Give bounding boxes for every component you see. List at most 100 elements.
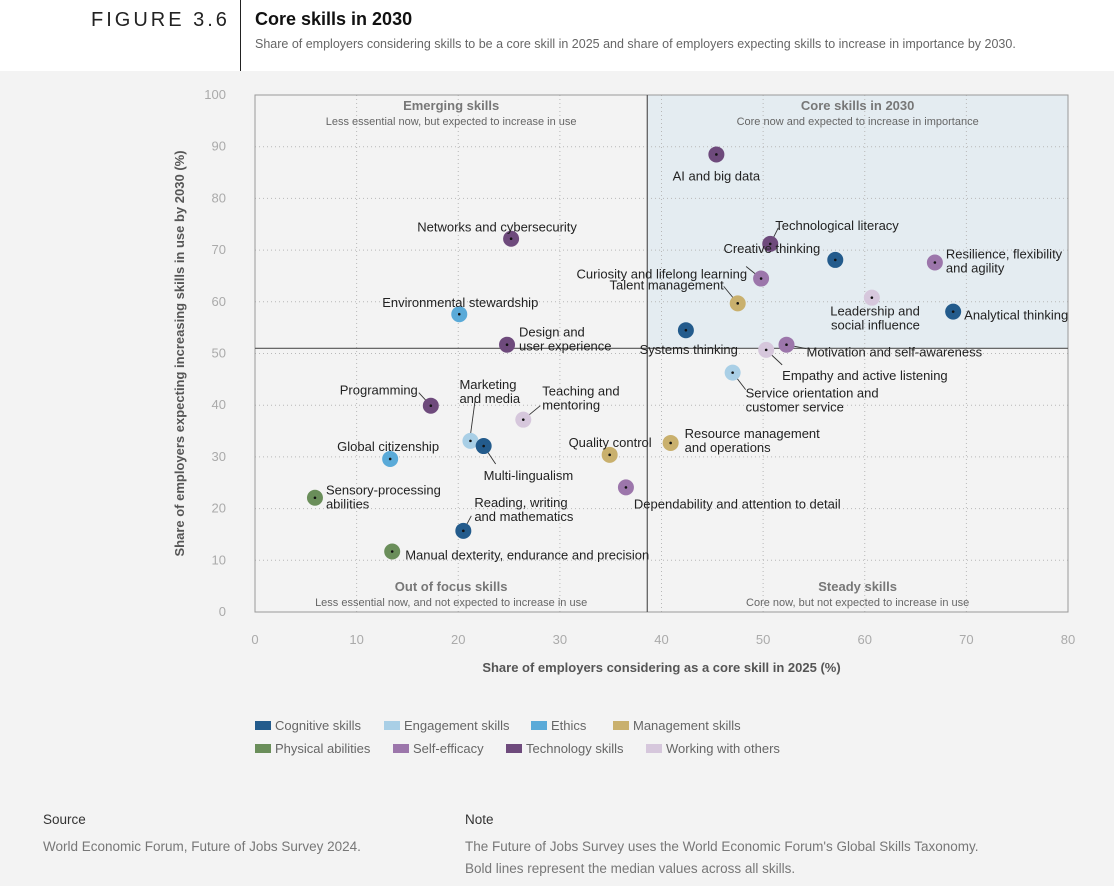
scatter-chart: 0 10 20 30 40 50 60 70 80 90 100 0 10 20 30 40 50 60 70 80 S… (172, 87, 1075, 675)
legend-item: Working with others (646, 741, 780, 757)
legend-swatch (646, 744, 662, 754)
data-label: Service orientation and customer service (746, 386, 879, 415)
y-tick-label: 30 (212, 449, 226, 464)
y-tick-label: 40 (212, 397, 226, 412)
figure-number: FIGURE 3.6 (91, 9, 230, 31)
legend-label: Physical abilities (275, 741, 371, 756)
data-label: Teaching and mentoring (542, 384, 619, 413)
y-tick-label: 20 (212, 501, 226, 516)
legend-swatch (255, 744, 271, 754)
chart-subtitle: Share of employers considering skills to… (255, 37, 1016, 51)
x-tick-label: 80 (1061, 632, 1075, 647)
y-tick-label: 0 (219, 604, 226, 619)
source-heading: Source (43, 812, 86, 827)
data-label: Leadership and social influence (830, 304, 920, 333)
y-tick-label: 70 (212, 242, 226, 257)
legend-label: Management skills (633, 718, 741, 733)
y-tick-label: 50 (212, 346, 226, 361)
legend-item: Ethics (531, 718, 586, 734)
data-label: Marketing and media (459, 377, 520, 406)
legend-label: Ethics (551, 718, 587, 733)
data-label: AI and big data (673, 168, 761, 183)
data-label: Sensory-processing abilities (326, 483, 441, 512)
data-label: Environmental stewardship (382, 295, 538, 310)
y-tick-label: 100 (204, 87, 226, 102)
data-point-center (469, 439, 472, 443)
data-point-center (462, 529, 465, 533)
core-quadrant-shade (647, 95, 1068, 349)
x-tick-label: 40 (654, 632, 668, 647)
quadrant-description: Less essential now, but expected to incr… (326, 116, 577, 128)
legend-swatch (531, 721, 547, 731)
data-label: Creative thinking (723, 241, 820, 256)
plot-frame (254, 94, 1069, 613)
data-label: Programming (340, 383, 418, 398)
y-tick-label: 90 (212, 139, 226, 154)
legend-swatch (393, 744, 409, 754)
quadrant-title: Steady skills (818, 579, 897, 594)
chart-title: Core skills in 2030 (255, 9, 413, 29)
legend-swatch (506, 744, 522, 754)
quadrant-title: Out of focus skills (395, 579, 508, 594)
data-point-center (785, 343, 788, 347)
legend-item: Engagement skills (384, 718, 510, 734)
quadrant-title: Emerging skills (403, 98, 499, 113)
quadrant-description: Core now and expected to increase in imp… (737, 116, 979, 128)
data-point-center (669, 441, 672, 445)
data-point-center (429, 404, 433, 408)
data-point-center (624, 486, 628, 489)
data-point-center (521, 418, 525, 421)
note-heading: Note (465, 812, 494, 827)
data-point-center (933, 261, 937, 264)
data-point-center (313, 496, 317, 500)
x-axis-label: Share of employers considering as a core… (482, 660, 840, 675)
data-point-center (388, 457, 392, 461)
data-label: Talent management (610, 277, 725, 292)
x-tick-label: 10 (349, 632, 363, 647)
legend-label: Cognitive skills (275, 718, 361, 733)
data-point-center (505, 343, 509, 347)
data-label: Reading, writing and mathematics (474, 495, 573, 524)
legend-item: Physical abilities (255, 741, 370, 757)
quadrant-description: Less essential now, and not expected to … (315, 597, 587, 609)
data-label: Motivation and self-awareness (806, 345, 982, 360)
legend-item: Technology skills (506, 741, 624, 757)
data-point-center (731, 371, 734, 374)
quadrant-title: Core skills in 2030 (801, 98, 914, 113)
x-tick-label: 70 (959, 632, 973, 647)
data-point-center (390, 550, 394, 553)
data-point-center (608, 453, 611, 457)
legend-label: Technology skills (526, 741, 624, 756)
x-tick-label: 0 (251, 632, 258, 647)
data-label: Manual dexterity, endurance and precisio… (405, 548, 649, 563)
legend-swatch (384, 721, 400, 731)
data-label: Empathy and active listening (782, 368, 947, 383)
legend-label: Working with others (666, 741, 780, 756)
y-tick-label: 10 (212, 552, 226, 567)
data-label: Systems thinking (640, 342, 738, 357)
data-point-center (951, 310, 955, 313)
quadrant-description: Core now, but not expected to increase i… (746, 597, 969, 609)
data-point-center (736, 302, 740, 305)
source-text: World Economic Forum, Future of Jobs Sur… (43, 839, 361, 854)
data-point-center (684, 328, 688, 332)
legend-item: Cognitive skills (255, 718, 361, 734)
data-point-center (833, 258, 837, 262)
note-text-line-1: The Future of Jobs Survey uses the World… (465, 839, 979, 854)
data-point-center (759, 277, 763, 280)
legend-item: Management skills (613, 718, 741, 734)
x-tick-label: 60 (858, 632, 872, 647)
data-label: Curiosity and lifelong learning (577, 267, 748, 282)
data-label: Dependability and attention to detail (634, 496, 841, 511)
data-label: Technological literacy (775, 218, 899, 233)
data-label: Design and user experience (519, 325, 612, 354)
data-label: Resilience, flexibility and agility (946, 247, 1063, 276)
y-axis-label: Share of employers expecting increasing … (172, 150, 187, 556)
x-tick-label: 50 (756, 632, 770, 647)
legend-swatch (255, 721, 271, 731)
note-text-line-2: Bold lines represent the median values a… (465, 861, 796, 876)
data-label: Networks and cybersecurity (417, 220, 577, 235)
data-label: Analytical thinking (964, 308, 1068, 323)
x-tick-label: 20 (451, 632, 465, 647)
x-tick-label: 30 (553, 632, 567, 647)
